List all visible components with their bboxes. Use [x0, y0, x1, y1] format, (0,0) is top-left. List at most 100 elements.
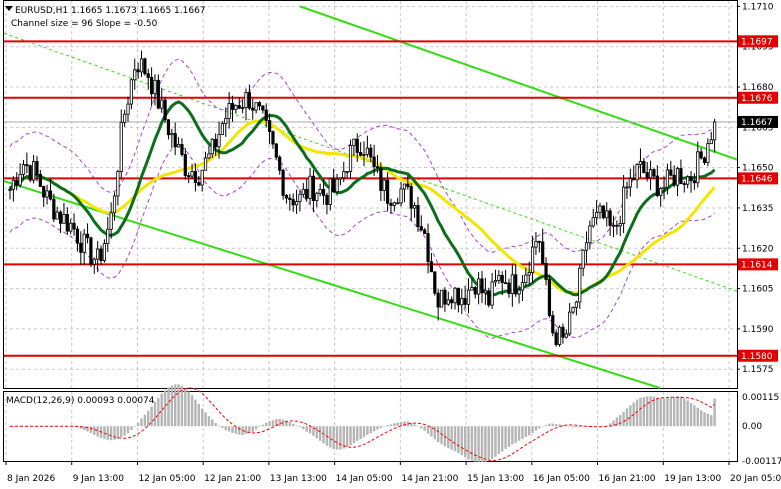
macd-bar [511, 426, 514, 445]
macd-bar [150, 406, 153, 427]
candle-body [396, 202, 400, 205]
macd-bar [62, 426, 66, 427]
candle-body [173, 133, 177, 148]
candle-body [69, 222, 73, 232]
macd-bar [376, 426, 379, 430]
time-tick-label: 15 Jan 13:00 [467, 474, 524, 484]
macd-bar [551, 423, 554, 427]
candle-body [439, 289, 444, 308]
candle-body [21, 164, 26, 175]
candle-body [696, 151, 700, 184]
candle-body [338, 177, 343, 180]
candle-body [38, 174, 42, 187]
macd-bar [672, 397, 676, 427]
macd-bar [450, 426, 453, 450]
candle-body [318, 188, 322, 194]
macd-bar [359, 426, 362, 440]
macd-bar [463, 426, 467, 458]
candle-body [375, 166, 380, 169]
macd-bar [305, 426, 308, 432]
candle-body [618, 223, 622, 227]
candle-body [507, 282, 511, 294]
candle-body [126, 103, 130, 115]
macd-bar [372, 426, 376, 432]
macd-bar [251, 426, 254, 432]
upper-band [9, 58, 715, 253]
macd-bar [656, 397, 659, 427]
candle-body [635, 163, 639, 181]
macd-bar [642, 397, 646, 427]
macd-bar [592, 426, 595, 427]
candle-body [480, 278, 484, 294]
macd-bar [538, 426, 541, 429]
candle-body [638, 161, 643, 165]
candle-body [28, 165, 32, 181]
macd-bar [497, 426, 501, 454]
horizontal-levels [4, 40, 737, 357]
candle-body [348, 145, 353, 172]
macd-bar [278, 418, 281, 427]
candle-body [79, 242, 83, 253]
macd-bar [470, 426, 474, 461]
candle-body [625, 186, 629, 189]
macd-axis-labels: 0.00115 0.00 -0.00117 [742, 393, 781, 467]
macd-bar [416, 426, 420, 427]
candle-body [365, 147, 369, 155]
macd-bar [423, 426, 426, 431]
macd-bar [578, 426, 581, 428]
macd-bar [244, 426, 248, 434]
candle-body [106, 228, 110, 245]
candle-body [193, 171, 198, 183]
macd-bar [652, 396, 656, 427]
candle-body [652, 169, 656, 177]
candle-body [385, 179, 390, 204]
candle-body [136, 69, 140, 73]
time-tick-label: 14 Jan 21:00 [401, 474, 458, 484]
macd-bar [605, 425, 608, 427]
candle-body [153, 79, 157, 95]
macd-bar [484, 426, 487, 462]
macd-bar [693, 405, 696, 427]
candle-body [92, 258, 96, 265]
macd-bar [123, 426, 126, 436]
macd-bar [646, 396, 649, 427]
candle-body [160, 99, 164, 109]
macd-bar [686, 400, 689, 427]
price-tick-label: 1.1680 [742, 83, 774, 93]
macd-bar [436, 426, 440, 443]
candle-body [699, 151, 703, 159]
macd-bar [52, 426, 56, 427]
macd-bar [217, 425, 221, 427]
macd-bar [227, 426, 231, 432]
level-tag-bg [738, 349, 778, 362]
macd-bar [699, 410, 703, 427]
macd-bar [163, 390, 167, 427]
collapse-triangle-icon[interactable] [5, 6, 13, 11]
macd-bar [608, 423, 612, 427]
macd-bar [288, 422, 292, 427]
candle-body [308, 175, 312, 199]
macd-bar [285, 420, 288, 427]
candle-body [298, 193, 302, 202]
candle-body [648, 169, 653, 179]
candle-body [102, 243, 106, 261]
moving-averages [8, 100, 716, 297]
symbol-line: EURUSD,H1 1.1665 1.1673 1.1665 1.1667 [15, 6, 206, 16]
macd-bar [238, 426, 241, 435]
candle-body [679, 168, 683, 185]
candle-body [601, 205, 605, 219]
macd-bar [703, 412, 706, 427]
channel-upper-line [299, 5, 738, 161]
macd-bar [116, 426, 120, 440]
candle-body [517, 289, 521, 295]
candle-body [203, 157, 208, 171]
macd-bar [136, 422, 140, 427]
candle-body [672, 174, 676, 186]
time-tick-label: 20 Jan 05:00 [730, 474, 781, 484]
macd-bar [207, 416, 211, 427]
candle-body [251, 107, 255, 111]
macd-bar [308, 426, 312, 434]
macd-bar [504, 426, 507, 449]
candle-body [58, 211, 63, 224]
